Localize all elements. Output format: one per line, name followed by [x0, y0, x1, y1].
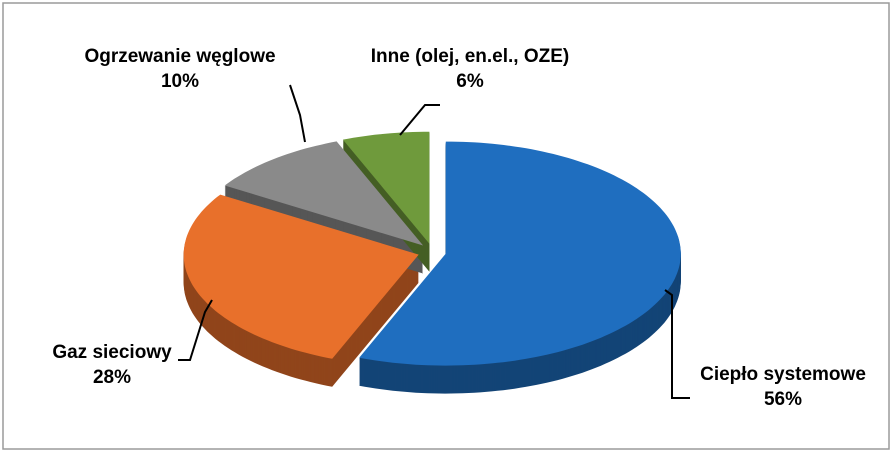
slice	[359, 141, 681, 366]
category-label: Ogrzewanie węglowe	[84, 46, 275, 67]
value-label: 56%	[764, 389, 802, 410]
leader-line	[178, 299, 213, 361]
value-label: 10%	[161, 71, 199, 92]
slice	[224, 141, 424, 246]
leader-lines	[178, 84, 690, 399]
slice	[183, 194, 419, 359]
category-label: Gaz sieciowy	[52, 342, 172, 363]
leader-line	[664, 289, 690, 399]
value-label: 28%	[93, 367, 131, 388]
labels: Ciepło systemowe 56% Gaz sieciowy 28% Ogrzew…	[52, 46, 866, 410]
category-label: Inne (olej, en.el., OZE)	[371, 46, 569, 67]
leader-line	[289, 84, 306, 143]
value-label: 6%	[456, 71, 484, 92]
category-label: Ciepło systemowe	[700, 364, 866, 385]
pie	[183, 131, 681, 394]
slice	[342, 131, 430, 244]
leader-line	[399, 104, 440, 136]
